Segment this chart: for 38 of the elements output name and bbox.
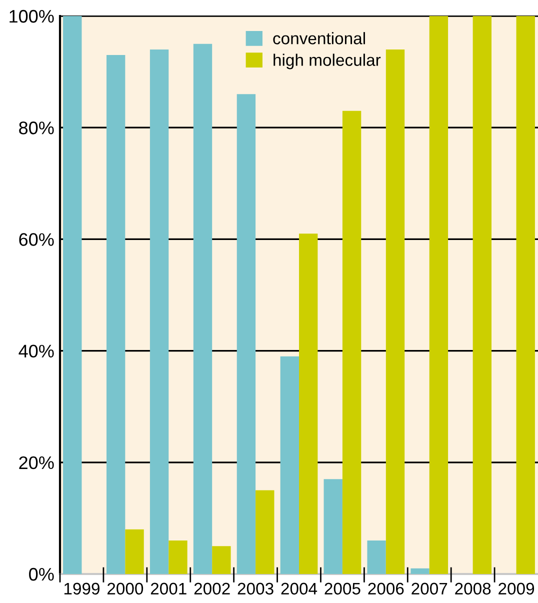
x-tick-label: 1999	[64, 582, 100, 595]
bar	[150, 49, 169, 574]
x-tick-label: 2002	[194, 582, 230, 595]
y-tick-label: 20%	[19, 456, 54, 470]
bar	[106, 55, 126, 574]
bar	[193, 44, 212, 574]
y-tick-label: 80%	[19, 122, 54, 134]
bar	[429, 16, 448, 574]
bar	[236, 94, 256, 574]
x-tick-label: 2007	[412, 582, 448, 595]
bar	[472, 16, 492, 574]
bar	[367, 540, 386, 574]
x-tick-label: 2005	[324, 582, 360, 595]
y-tick-label: 0%	[29, 568, 54, 581]
x-tick-label: 2008	[455, 582, 491, 595]
bar	[212, 546, 231, 574]
bar	[299, 234, 318, 574]
x-tick-label: 2006	[368, 582, 404, 595]
y-tick-label: 40%	[18, 344, 54, 358]
bar	[280, 356, 299, 574]
bar	[342, 110, 362, 574]
x-tick-label: 2003	[238, 582, 274, 595]
bar	[410, 568, 430, 574]
legend-label: conventional	[273, 32, 365, 44]
x-tick-label: 2009	[498, 582, 534, 595]
bar	[63, 16, 82, 574]
bar	[125, 529, 144, 574]
bar	[324, 479, 342, 574]
bar	[256, 490, 274, 574]
legend-label: high molecular	[274, 54, 381, 70]
y-tick-label: 100%	[10, 10, 54, 23]
bar	[168, 540, 188, 574]
x-tick-label: 2000	[107, 582, 144, 595]
x-tick-label: 2004	[281, 582, 318, 595]
bar	[386, 49, 405, 574]
y-tick-label: 60%	[19, 233, 54, 246]
x-tick-label: 2001	[150, 582, 186, 595]
bar	[516, 16, 535, 574]
